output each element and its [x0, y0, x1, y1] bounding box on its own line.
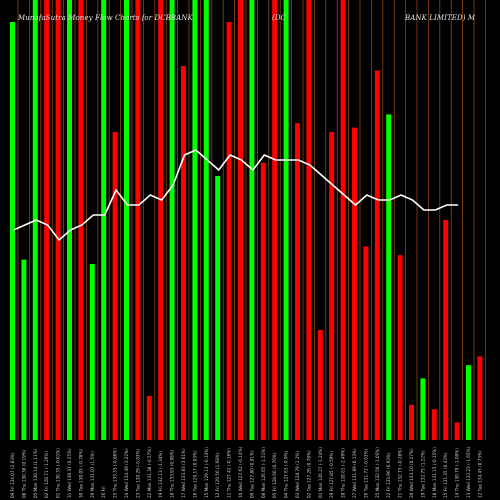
- vertical-guide-lines: [17, 0, 486, 440]
- money-flow-bar: [454, 422, 460, 440]
- bar-label: 20 Wed 133.10 (0.27%): [409, 448, 414, 498]
- money-flow-bar: [466, 365, 471, 440]
- money-flow-bar: [203, 0, 209, 440]
- money-flow-bar: [238, 0, 243, 440]
- bar-label: 15 Mon 129.13 (-0.33%): [204, 447, 209, 498]
- money-flow-bar: [386, 114, 392, 441]
- bar-label: 08 Mon 126.65 (-1.51%): [261, 447, 266, 498]
- chart-title-company: BANK LIMITED) M: [405, 14, 476, 22]
- bar-label: 14 Thu 130.79 (-1.09%): [455, 448, 460, 498]
- money-flow-bars: [10, 0, 483, 441]
- bar-label: 05 Fri 128.60 (0.76%): [272, 452, 277, 498]
- money-flow-bar: [55, 0, 61, 440]
- bar-label: 19 Fri 132.13 (-1.34%): [158, 451, 163, 498]
- bar-label: 28 Thu 128.61 (-2.49%): [341, 448, 346, 498]
- money-flow-bar: [260, 162, 266, 441]
- bar-label: 25 Thu 133.33 (-0.86%): [113, 448, 118, 498]
- money-flow-bar: [431, 409, 437, 440]
- bar-label: 19 Tue 132.75 (1.22%): [420, 450, 425, 498]
- bar-label: 15 Fri 131.35 (0.43%): [443, 452, 448, 498]
- bar-date-labels: 09 Fri 134.07 (2.83%) 08 Thu 130.38 (0.19…: [10, 446, 482, 498]
- money-flow-bar: [352, 127, 357, 440]
- bar-label: 04 Thu 127.63 (-0.9%): [284, 450, 289, 498]
- money-flow-bar: [317, 330, 323, 440]
- bar-label: 30 Tue 130.05 (-0.78%): [78, 448, 83, 498]
- bar-label: 31 Wed 130.37 (0.25%): [67, 448, 72, 498]
- bar-label: 13 Wed 132.23 (-1.65%): [466, 446, 471, 498]
- money-flow-bar: [10, 22, 15, 440]
- bar-label: 10 Wed 127.62 (-0.14%): [238, 446, 243, 498]
- bar-label: 12 Tue 134.45 (0.73%): [477, 450, 482, 498]
- bar-label: 24 Wed 134.49 (3.22%): [124, 448, 129, 498]
- bar-label: 09 Fri 134.07 (2.83%): [10, 452, 15, 498]
- money-flow-bar: [374, 70, 380, 441]
- money-flow-bar: [295, 123, 300, 440]
- bar-label: 05 Mon 130.14 (1.11%): [33, 448, 38, 498]
- money-flow-bar: [89, 264, 95, 440]
- money-flow-bar: [78, 0, 84, 440]
- money-flow-bar: [306, 0, 312, 440]
- money-flow-bar: [192, 0, 198, 440]
- money-flow-bar: [363, 246, 369, 440]
- money-flow-bar: [409, 404, 414, 440]
- bar-label: 16 Tue 129.17 (0.03%): [192, 450, 197, 498]
- money-flow-bar: [135, 0, 141, 440]
- money-flow-bar: [124, 0, 129, 440]
- bar-label: 27 Wed 131.89 (0.13%): [352, 448, 357, 498]
- bar-label: 21 Thu 132.73 (-0.28%): [398, 448, 403, 498]
- money-flow-bar: [477, 356, 483, 440]
- chart-title: MunafaSutra Money Flow Charts for DCBBAN…: [18, 14, 193, 22]
- money-flow-bar: [420, 378, 426, 440]
- money-flow-bar: [215, 176, 221, 440]
- money-flow-bar: [44, 0, 50, 440]
- bar-label: 22 Mon 131.38 (-0.57%): [147, 447, 152, 498]
- bar-label: 12 Fri 129.56 (1.68%): [215, 452, 220, 498]
- money-flow-bar: [226, 22, 232, 440]
- money-flow-bar: [249, 0, 255, 440]
- money-flow-bar: [443, 220, 449, 440]
- bar-label: 29 Fri 127.85 (-0.59%): [329, 451, 334, 498]
- bar-label: 02 Fri 128.71 (-1.26%): [44, 451, 49, 498]
- bar-label: 22 Fri 133.96 (0.93%): [386, 452, 391, 498]
- bar-label: 01 Thu 130.35 (-0.01%): [56, 448, 61, 498]
- bar-label: 18 Mon 131.15 (-0.15%): [432, 447, 437, 498]
- money-flow-bar: [340, 0, 346, 440]
- chart-title-symbol: (DC: [272, 14, 286, 22]
- bar-label: 29 Mon 131.07 (1.5%): [90, 451, 95, 498]
- bar-label: 18 Thu 133.93 (0.08%): [170, 449, 175, 498]
- money-flow-bar: [112, 132, 118, 440]
- bar-label: 02 Tue 127.26 (0.78%): [306, 450, 311, 498]
- money-flow-bar: [21, 259, 27, 440]
- bar-label: 25 Mon 132.56 (-1.05%): [375, 447, 380, 498]
- bar-label: 03 Wed 128.79 (1.2%): [295, 451, 300, 498]
- money-flow-bar: [169, 0, 175, 440]
- money-flow-bar: [67, 0, 72, 440]
- bar-label: 17 Wed 133.83 (3.61%): [181, 448, 186, 498]
- money-flow-bar: [181, 66, 186, 440]
- money-flow-bar: [101, 0, 107, 440]
- money-flow-bar: [158, 0, 164, 440]
- bar-label: 11 Thu 127.42 (-0.16%): [227, 448, 232, 498]
- money-flow-bar: [397, 255, 403, 440]
- money-flow-bar: [146, 396, 152, 440]
- price-index-line: [13, 149, 459, 242]
- bar-label: 09 Tue 127.80 (0.91%): [249, 450, 254, 498]
- bar-label: 01 Mon 126.27 (-1.24%): [318, 447, 323, 498]
- bar-label: 08 Thu 130.38 (0.19%): [21, 449, 26, 498]
- bar-label: 26 Fri: [101, 486, 106, 498]
- money-flow-bar: [329, 132, 335, 440]
- bar-label: 23 Tue 130.29 (-0.83%): [135, 448, 140, 498]
- money-flow-bar: [272, 0, 278, 440]
- bar-label: 26 Tue 131.72 (-0.63%): [363, 448, 368, 498]
- money-flow-bar: [283, 0, 289, 440]
